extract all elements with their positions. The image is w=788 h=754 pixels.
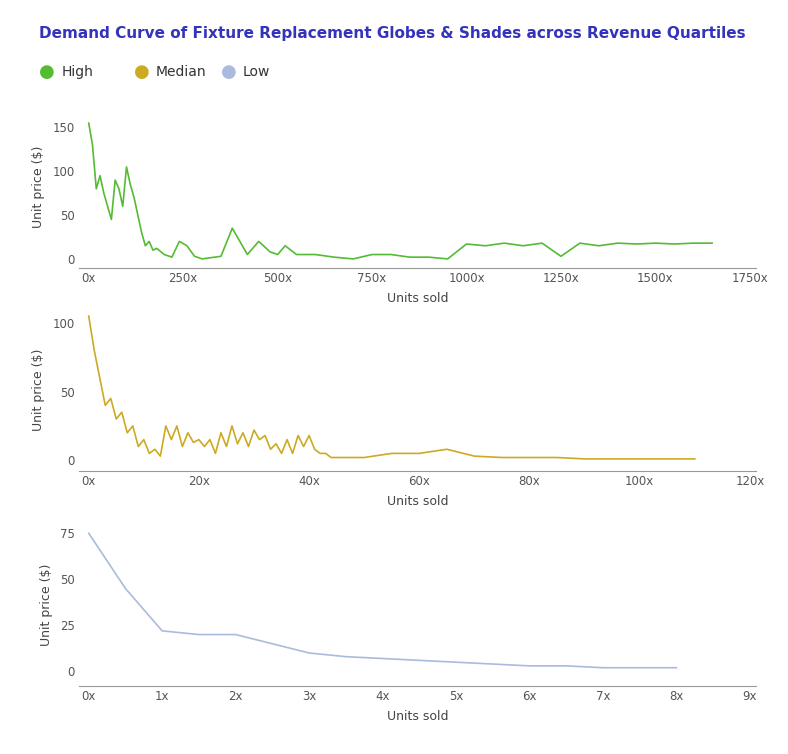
X-axis label: Units sold: Units sold	[387, 710, 448, 723]
Text: High: High	[61, 65, 93, 78]
Text: Low: Low	[243, 65, 270, 78]
Y-axis label: Unit price ($): Unit price ($)	[32, 349, 46, 431]
Y-axis label: Unit price ($): Unit price ($)	[40, 564, 53, 646]
Text: ●: ●	[39, 63, 55, 81]
Text: Demand Curve of Fixture Replacement Globes & Shades across Revenue Quartiles: Demand Curve of Fixture Replacement Glob…	[39, 26, 746, 41]
X-axis label: Units sold: Units sold	[387, 292, 448, 305]
Y-axis label: Unit price ($): Unit price ($)	[32, 146, 46, 228]
Text: Median: Median	[156, 65, 206, 78]
X-axis label: Units sold: Units sold	[387, 495, 448, 508]
Text: ●: ●	[134, 63, 150, 81]
Text: ●: ●	[221, 63, 236, 81]
